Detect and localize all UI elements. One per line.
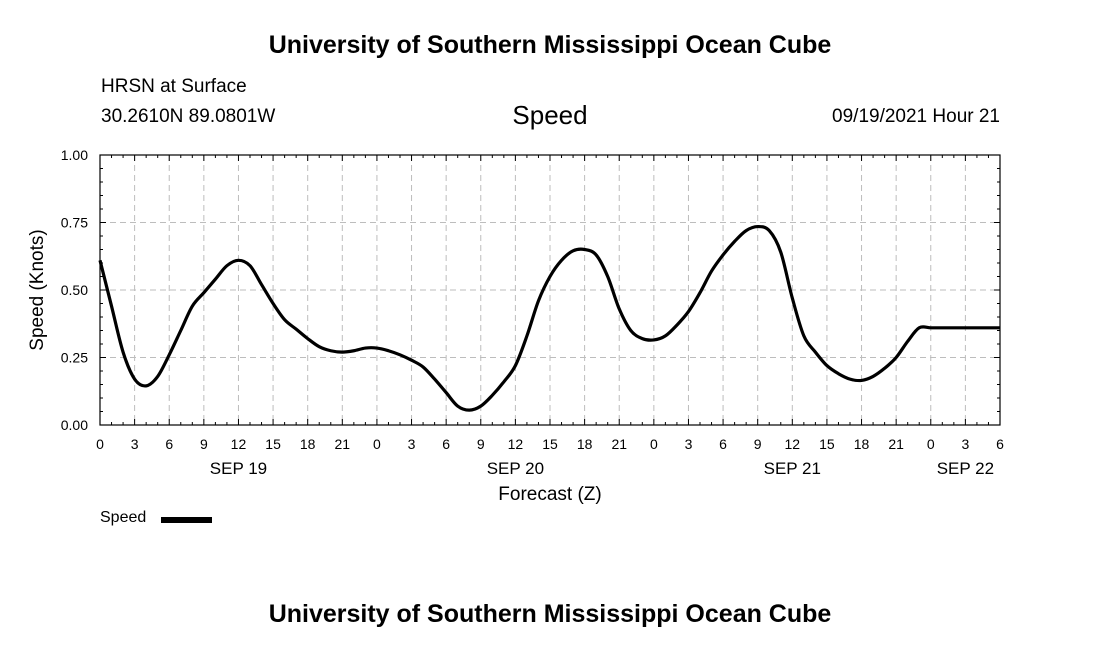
x-tick-label: 12 — [231, 436, 247, 452]
y-tick-label: 1.00 — [61, 147, 88, 163]
x-tick-label: 18 — [854, 436, 870, 452]
x-tick-label: 15 — [265, 436, 281, 452]
coordinates-label: 30.2610N 89.0801W — [101, 106, 276, 127]
x-tick-label: 12 — [508, 436, 524, 452]
legend-swatch — [161, 517, 212, 523]
x-tick-label: 9 — [200, 436, 208, 452]
x-tick-label: 3 — [131, 436, 139, 452]
x-tick-label: 21 — [888, 436, 904, 452]
x-tick-label: 18 — [300, 436, 316, 452]
x-tick-label: 6 — [719, 436, 727, 452]
x-tick-label: 15 — [819, 436, 835, 452]
x-tick-label: 12 — [785, 436, 801, 452]
variable-title: Speed — [512, 100, 588, 130]
chart-title-top: University of Southern Mississippi Ocean… — [268, 31, 832, 59]
x-tick-label: 0 — [96, 436, 104, 452]
x-date-label: SEP 21 — [764, 459, 821, 478]
x-tick-label: 21 — [335, 436, 351, 452]
x-tick-label: 3 — [685, 436, 693, 452]
x-tick-label: 6 — [996, 436, 1004, 452]
chart-title-bottom: University of Southern Mississippi Ocean… — [268, 600, 832, 628]
x-tick-label: 0 — [650, 436, 658, 452]
x-axis-label: Forecast (Z) — [498, 484, 601, 505]
plot-frame — [99, 154, 1001, 426]
x-tick-label: 6 — [442, 436, 450, 452]
x-tick-label: 15 — [542, 436, 558, 452]
x-date-label: SEP 22 — [937, 459, 994, 478]
y-axis-label: Speed (Knots) — [27, 229, 48, 350]
x-tick-label: 21 — [611, 436, 627, 452]
x-tick-label: 6 — [165, 436, 173, 452]
x-tick-label: 3 — [961, 436, 969, 452]
y-tick-label: 0.00 — [61, 417, 88, 433]
x-tick-label: 0 — [927, 436, 935, 452]
x-tick-label: 9 — [477, 436, 485, 452]
x-date-label: SEP 20 — [487, 459, 544, 478]
y-tick-label: 0.75 — [61, 215, 88, 231]
legend-label: Speed — [100, 509, 147, 526]
x-tick-label: 18 — [577, 436, 593, 452]
y-tick-label: 0.25 — [61, 350, 88, 366]
x-tick-label: 0 — [373, 436, 381, 452]
datetime-label: 09/19/2021 Hour 21 — [832, 106, 1000, 127]
x-date-label: SEP 19 — [210, 459, 267, 478]
x-tick-label: 9 — [754, 436, 762, 452]
series-line-speed — [98, 224, 1000, 412]
station-label: HRSN at Surface — [101, 76, 247, 97]
y-tick-label: 0.50 — [61, 282, 88, 298]
x-tick-label: 3 — [408, 436, 416, 452]
